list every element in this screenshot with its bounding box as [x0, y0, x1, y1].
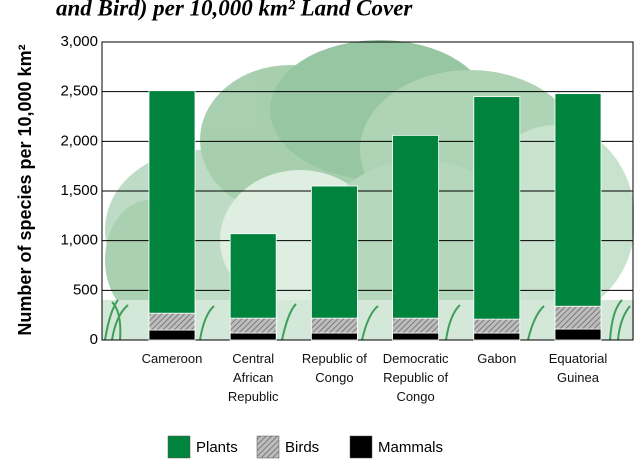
legend-label: Mammals	[378, 439, 443, 456]
grass	[104, 299, 631, 341]
bar-segment	[392, 317, 440, 334]
bar-segment	[310, 185, 358, 319]
legend-label: Birds	[285, 439, 319, 456]
x-tick-label: Cameroon	[141, 351, 203, 366]
legend-swatch	[256, 435, 280, 459]
bar-segment	[310, 332, 358, 341]
bar-segment	[392, 134, 440, 319]
y-axis-label: Number of species per 10,000 km²	[15, 44, 35, 335]
bar-segment	[554, 93, 602, 307]
bar-segment	[554, 305, 602, 330]
bar-segment	[392, 332, 440, 341]
bar-segment	[148, 312, 196, 331]
bar-segment	[473, 332, 521, 341]
y-tick-label: 1,000	[60, 232, 98, 249]
x-tick-label: Gabon	[477, 351, 517, 366]
legend-swatch	[349, 435, 373, 459]
bar-segment	[229, 332, 277, 341]
bar-segment	[148, 90, 196, 314]
y-tick-label: 2,500	[60, 83, 98, 100]
bar-segment	[148, 329, 196, 341]
y-tick-label: 3,000	[60, 33, 98, 50]
x-tick-label: Equatorial Guinea	[548, 351, 608, 385]
y-tick-label: 0	[90, 331, 98, 348]
y-tick-label: 1,500	[60, 182, 98, 199]
x-tick-label: Democratic Republic of Congo	[382, 351, 449, 404]
x-tick-label: Republic of Congo	[301, 351, 367, 385]
legend-swatch	[167, 435, 191, 459]
y-tick-label: 500	[73, 281, 98, 298]
bar-segment	[473, 318, 521, 334]
chart-title: and Bird) per 10,000 km² Land Cover	[56, 0, 413, 20]
legend-label: Plants	[196, 439, 238, 456]
bar-segment	[554, 328, 602, 341]
y-tick-label: 2,000	[60, 132, 98, 149]
bar-segment	[229, 317, 277, 334]
x-tick-label: Central African Republic	[227, 351, 279, 404]
bar-segment	[473, 96, 521, 320]
bar-segment	[310, 317, 358, 334]
bar-segment	[229, 233, 277, 319]
